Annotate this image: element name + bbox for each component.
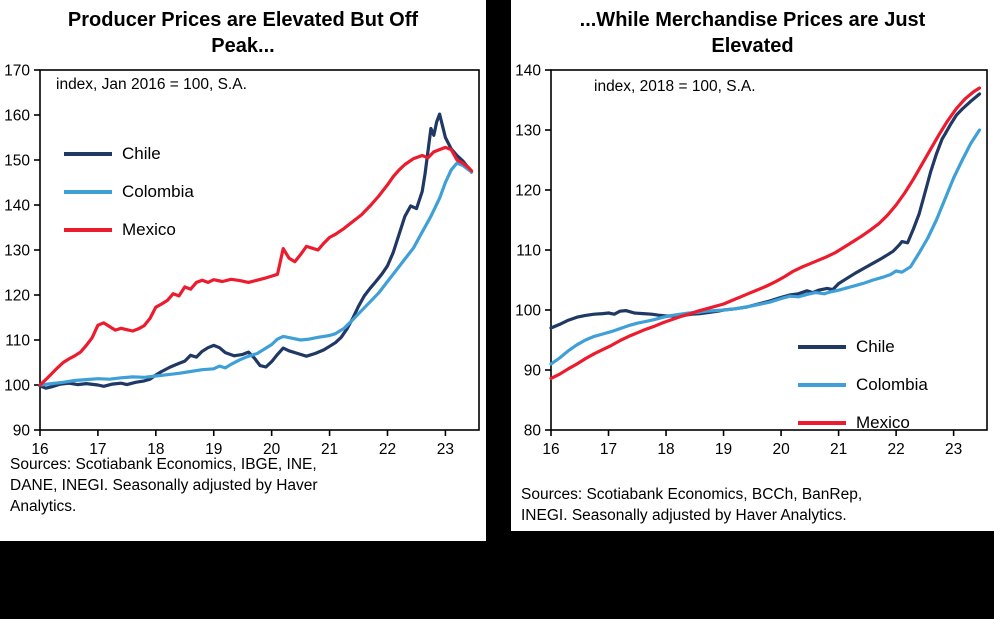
legend-item-mexico: Mexico [64,219,194,241]
merchandise-prices-chart: 80 90 100 110 120 130 140 16 17 18 19 20 21 22 23 [515,63,988,458]
svg-text:18: 18 [657,441,674,458]
producer-prices-chart: 90 100 110 120 130 140 150 160 170 16 17 18 19 20 21 22… [4,63,480,458]
producer-prices-panel: Producer Prices are Elevated But Off Pea… [0,0,486,541]
merchandise-prices-sources: Sources: Scotiabank Economics, BCCh, Ban… [521,486,863,524]
svg-text:19: 19 [715,441,732,458]
legend-label-chile: Chile [122,144,161,163]
svg-text:16: 16 [31,441,48,458]
svg-text:23: 23 [437,441,454,458]
colombia-line-swatch [798,383,846,387]
svg-text:21: 21 [321,441,338,458]
legend-item-mexico: Mexico [798,412,928,434]
legend-label-chile: Chile [856,337,895,356]
mexico-line-swatch [64,228,112,232]
legend-item-chile: Chile [798,336,928,358]
svg-text:22: 22 [379,441,396,458]
legend-label-mexico: Mexico [856,413,910,432]
chile-line-swatch [64,152,112,156]
svg-text:20: 20 [772,441,790,458]
svg-text:120: 120 [4,288,30,305]
legend-label-colombia: Colombia [122,182,194,201]
colombia-line-swatch [64,190,112,194]
legend-item-colombia: Colombia [64,181,194,203]
svg-text:160: 160 [4,108,30,125]
merchandise-prices-legend: Chile Colombia Mexico [798,336,928,450]
svg-text:20: 20 [263,441,281,458]
svg-text:22: 22 [887,441,904,458]
legend-item-chile: Chile [64,143,194,165]
svg-text:100: 100 [515,303,541,320]
legend-label-colombia: Colombia [856,375,928,394]
svg-text:90: 90 [13,423,31,440]
svg-text:150: 150 [4,153,30,170]
mexico-line-swatch [798,421,846,425]
svg-text:110: 110 [516,243,541,260]
producer-prices-index-note: index, Jan 2016 = 100, S.A. [56,76,247,93]
producer-prices-sources: Sources: Scotiabank Economics, IBGE, INE… [10,456,318,515]
svg-text:130: 130 [515,123,541,140]
svg-text:170: 170 [4,63,30,80]
svg-text:140: 140 [515,63,541,80]
svg-text:110: 110 [5,333,30,350]
svg-text:23: 23 [945,441,962,458]
svg-text:17: 17 [89,441,106,458]
legend-item-colombia: Colombia [798,374,928,396]
svg-text:90: 90 [524,363,542,380]
merchandise-prices-index-note: index, 2018 = 100, S.A. [594,78,756,95]
svg-text:19: 19 [205,441,222,458]
svg-text:17: 17 [600,441,617,458]
chile-line-swatch [798,345,846,349]
producer-prices-legend: Chile Colombia Mexico [64,143,194,257]
svg-text:100: 100 [4,378,30,395]
svg-text:130: 130 [4,243,30,260]
svg-text:16: 16 [542,441,559,458]
svg-text:21: 21 [830,441,847,458]
svg-text:80: 80 [524,423,542,440]
producer-prices-title: Producer Prices are Elevated But Off Pea… [67,9,419,57]
svg-text:140: 140 [4,198,30,215]
merchandise-prices-title: ...While Merchandise Prices are Just Ele… [579,9,926,57]
svg-text:120: 120 [515,183,541,200]
merchandise-prices-panel: ...While Merchandise Prices are Just Ele… [511,0,994,531]
svg-text:18: 18 [147,441,164,458]
legend-label-mexico: Mexico [122,220,176,239]
